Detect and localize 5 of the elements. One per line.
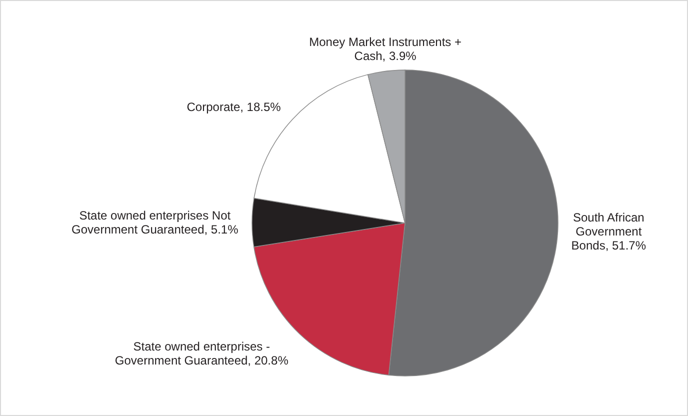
slice-label: South African Government Bonds, 51.7% [571,210,646,253]
slice-label: State owned enterprises - Government Guaranteed, 20.8% [114,340,289,368]
slice-label: Corporate, 18.5% [186,100,282,114]
slice-label: State owned enterprises Not Government Guaranteed, 5.1% [72,208,239,236]
slice-label: Money Market Instruments + Cash, 3.9% [309,35,462,64]
